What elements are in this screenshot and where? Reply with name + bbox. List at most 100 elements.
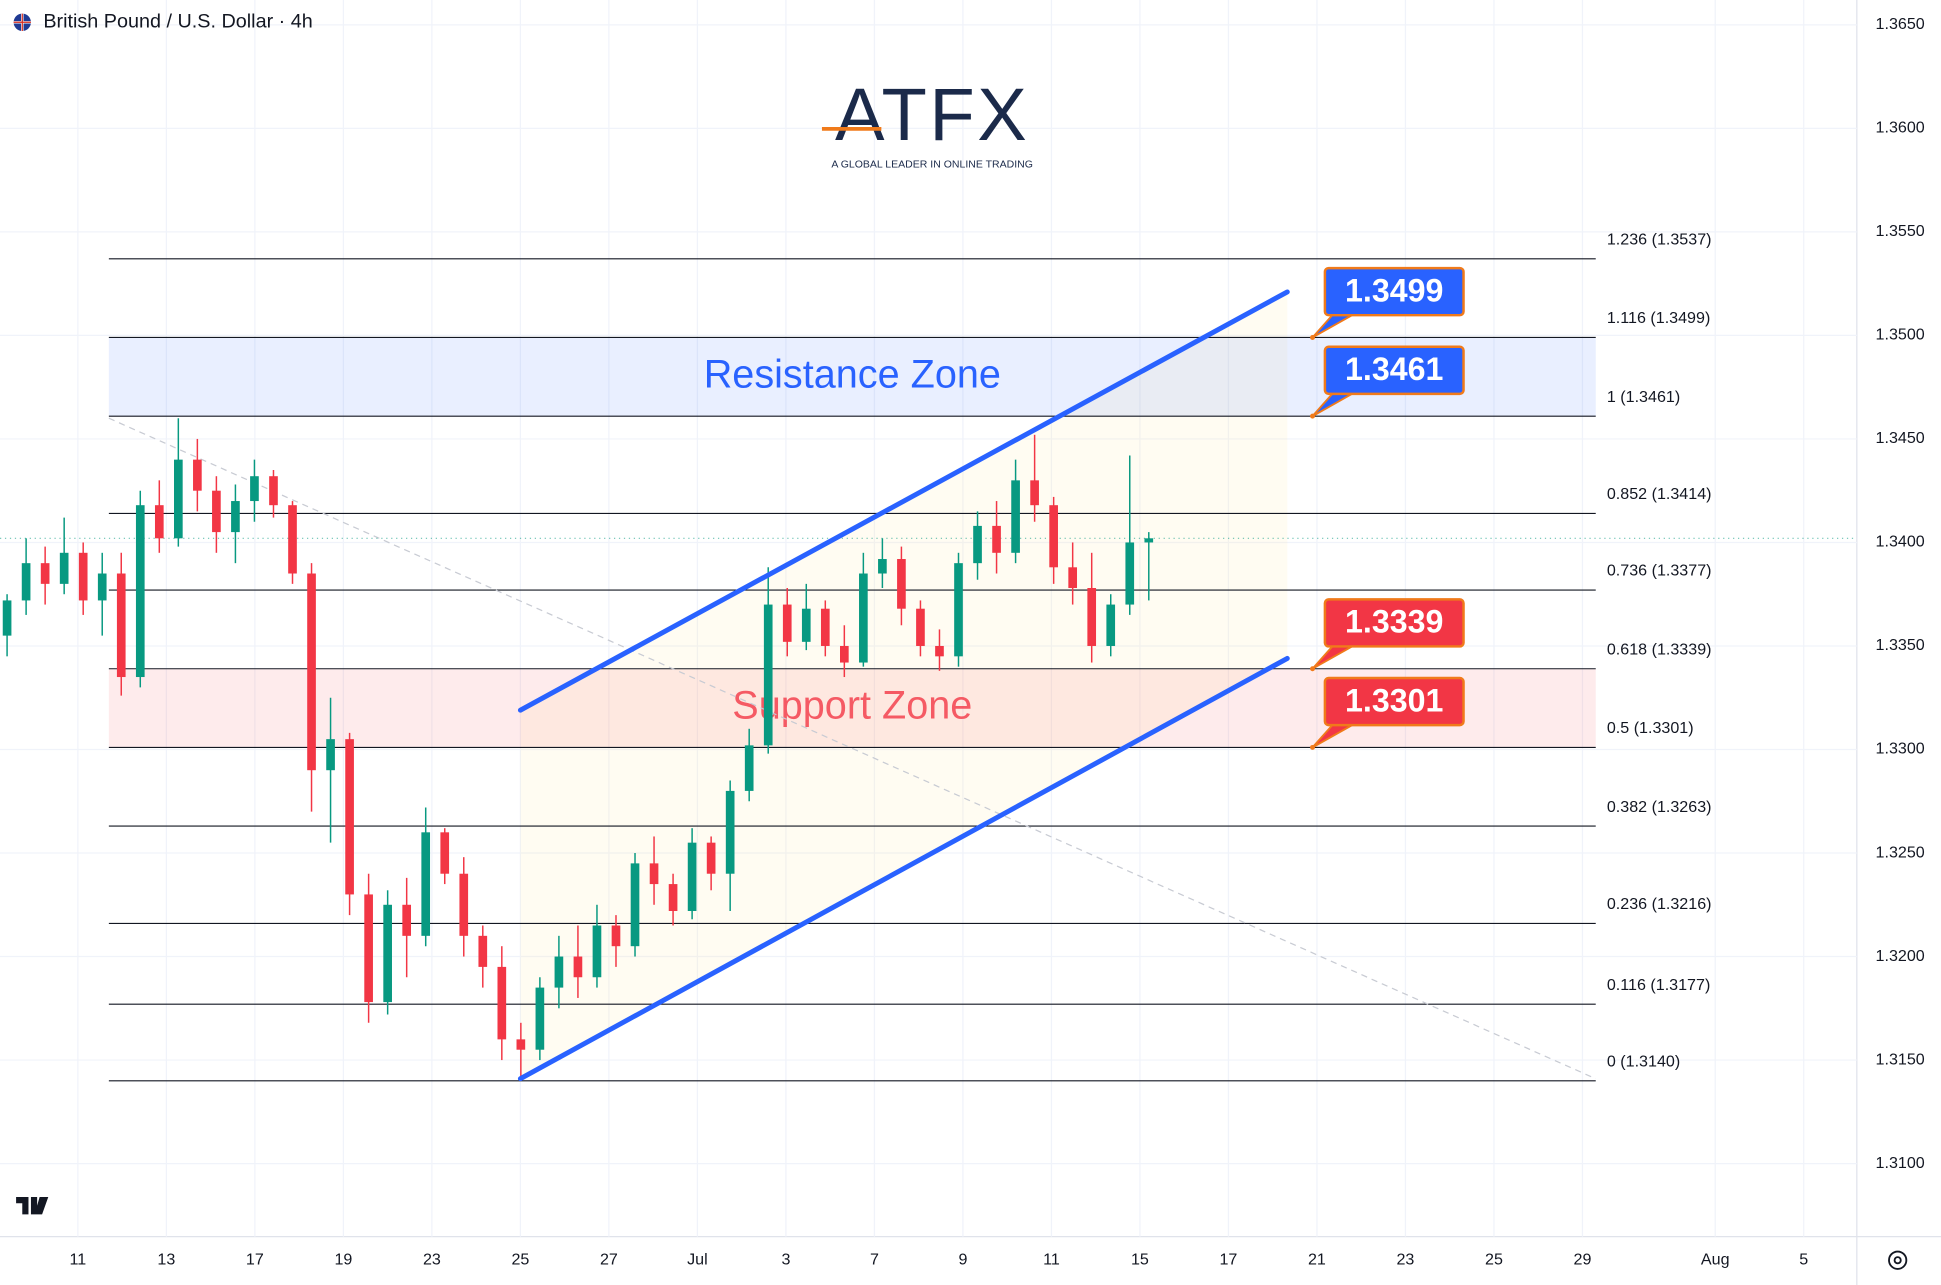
y-tick-label: 1.3250 [1876,843,1925,861]
settings-icon-center [1893,1256,1902,1265]
candle-body [611,925,621,947]
x-tick-label: 21 [1308,1250,1326,1268]
callout-box [1323,266,1465,317]
candle-body [307,573,316,771]
candle-body [1011,480,1020,553]
x-tick-label: 23 [1397,1250,1415,1268]
candle-body [1087,588,1097,646]
fib-label: 0.618 (1.3339) [1607,640,1712,658]
fib-label: 1.116 (1.3499) [1607,309,1710,327]
y-tick-label: 1.3300 [1876,740,1925,758]
candle-body [744,745,754,791]
tradingview-logo [16,1197,49,1215]
candle-body [174,459,183,539]
callout-box [1323,676,1465,727]
fib-label: 1 (1.3461) [1607,388,1680,406]
candle-body [725,790,735,874]
candle-body [706,842,716,874]
y-tick-label: 1.3500 [1876,326,1925,344]
candle-body [535,987,545,1050]
x-tick-label: Aug [1701,1250,1730,1268]
fib-label: 0.236 (1.3216) [1607,895,1712,913]
candle-body [820,608,830,646]
candle-body [383,904,392,1003]
candle-body [763,604,773,746]
candle-body [421,832,431,936]
callout-label: 1.3339 [1345,604,1443,640]
callout-box [1323,345,1465,396]
logo: ATFX [835,73,1029,156]
candle-body [402,904,412,936]
guide-line [108,417,1596,1080]
candle-body [516,1039,526,1050]
candle-body [1125,542,1135,605]
y-tick-label: 1.3400 [1876,533,1925,551]
x-tick-label: 5 [1799,1250,1808,1268]
fib-label: 0.382 (1.3263) [1607,798,1712,816]
candle-body [840,645,849,663]
callout-label: 1.3301 [1345,682,1443,718]
candle-body [1068,567,1078,589]
y-tick-label: 1.3450 [1876,429,1925,447]
callout-label: 1.3499 [1345,272,1443,308]
y-tick-label: 1.3600 [1876,119,1925,137]
x-tick-label: 29 [1574,1250,1592,1268]
candle-body [269,476,278,506]
candle-body [916,608,925,646]
x-tick-label: 3 [781,1250,790,1268]
trendline [517,289,1290,713]
candle-body [116,573,126,678]
candle-body [21,563,31,601]
y-tick-label: 1.3150 [1876,1050,1925,1068]
channel-fill [520,291,1288,1079]
x-tick-label: 23 [423,1250,441,1268]
y-tick-label: 1.3650 [1876,15,1925,33]
candle-body [326,739,335,771]
fib-label: 0.736 (1.3377) [1607,562,1712,580]
candle-body [497,966,507,1040]
x-tick-label: 13 [157,1250,175,1268]
fib-label: 0 (1.3140) [1607,1052,1680,1070]
x-tick-label: Jul [687,1250,708,1268]
candle-body [573,956,583,978]
x-tick-label: 17 [1219,1250,1237,1268]
candle-body [459,873,469,936]
trendline [517,655,1290,1082]
candle-body [878,559,887,574]
candle-body [954,563,963,657]
candle-body [630,863,640,947]
candle-body [97,573,107,601]
fib-label: 1.236 (1.3537) [1607,230,1712,248]
y-tick-label: 1.3350 [1876,636,1925,654]
candle-body [687,842,697,911]
x-tick-label: 11 [1043,1250,1060,1268]
candle-body [78,552,88,601]
candle-body [1144,538,1154,543]
x-tick-label: 19 [334,1250,352,1268]
candle-body [668,884,678,911]
candle-body [554,956,564,988]
y-tick-label: 1.3100 [1876,1154,1925,1172]
y-tick-label: 1.3200 [1876,947,1925,965]
candle-body [2,600,12,636]
candle-body [364,894,373,1003]
x-tick-label: 25 [511,1250,529,1268]
candle-body [231,501,240,533]
settings-icon[interactable] [1888,1250,1908,1270]
callout-label: 1.3461 [1345,351,1443,387]
tv-logo-shape [16,1197,49,1215]
candle-body [135,505,145,678]
chart-title: British Pound / U.S. Dollar · 4h [43,11,312,33]
zone-label: Resistance Zone [704,352,1001,396]
candle-body [935,645,944,657]
candle-body [973,525,982,564]
x-tick-label: 25 [1485,1250,1503,1268]
x-tick-label: 11 [70,1250,87,1268]
fib-label: 0.5 (1.3301) [1607,719,1694,737]
candle-body [897,559,906,609]
candle-body [440,832,450,874]
fib-label: 0.852 (1.3414) [1607,485,1712,503]
